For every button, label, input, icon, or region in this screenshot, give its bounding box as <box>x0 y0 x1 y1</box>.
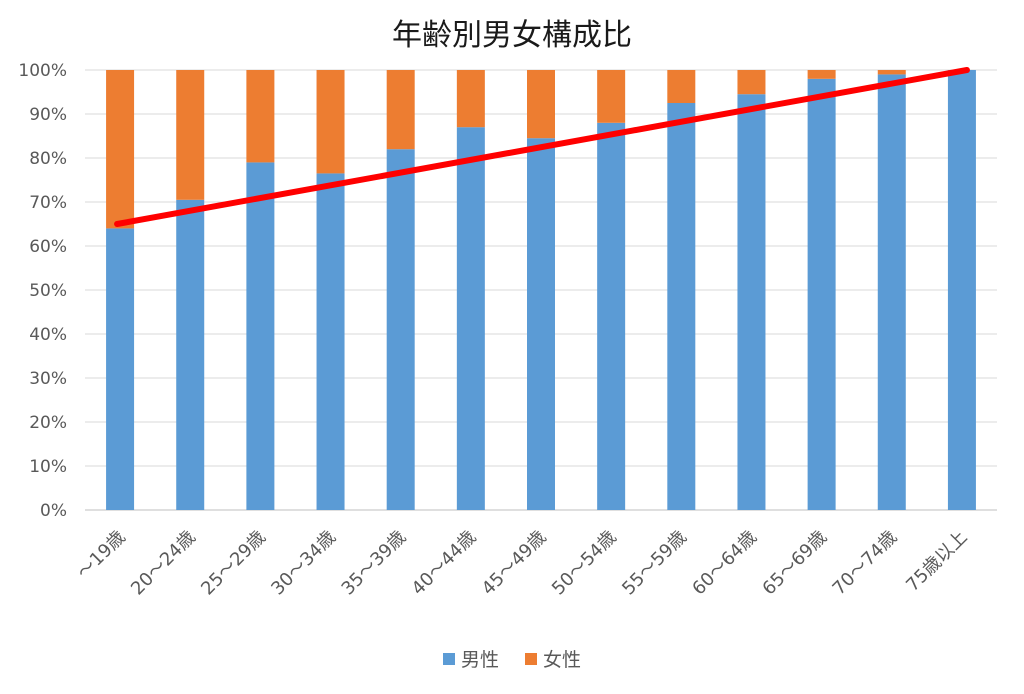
bar-female <box>246 70 275 163</box>
bar-female <box>667 70 696 103</box>
chart-title: 年齢別男女構成比 <box>392 18 632 53</box>
bar-male <box>807 78 836 511</box>
bar-female <box>877 70 906 75</box>
bar-male <box>106 228 135 510</box>
legend-swatch-female <box>525 652 538 665</box>
x-tick-label: 65～69歳 <box>758 527 831 600</box>
legend-swatch-male <box>442 652 455 665</box>
x-tick-label: 55～59歳 <box>618 527 691 600</box>
bar-female <box>106 70 135 229</box>
bar-male <box>386 149 415 510</box>
bar-male <box>947 70 976 510</box>
bar-male <box>877 74 906 511</box>
legend-label-female: 女性 <box>543 649 582 671</box>
bar-male <box>246 162 275 510</box>
y-tick-label: 70% <box>29 193 67 213</box>
trendline <box>114 67 970 227</box>
legend-item-male: 男性 <box>442 645 499 672</box>
y-tick-label: 0% <box>40 501 67 521</box>
y-tick-label: 50% <box>29 281 67 301</box>
bar-male <box>527 138 555 510</box>
x-tick-label: 35～39歳 <box>338 527 411 600</box>
x-tick-label: 75歳以上 <box>902 527 971 596</box>
x-tick-label: 50～54歳 <box>548 527 621 600</box>
bar-female <box>737 70 766 95</box>
x-tick-label: 70～74歳 <box>829 527 902 600</box>
y-tick-label: 20% <box>29 413 67 433</box>
y-tick-label: 10% <box>29 457 67 477</box>
legend-item-female: 女性 <box>525 645 581 672</box>
y-tick-label: 80% <box>29 149 67 169</box>
bar-female <box>316 70 345 174</box>
y-tick-label: 90% <box>29 105 67 125</box>
bar-male <box>737 94 766 510</box>
x-tick-label: 30～34歳 <box>267 527 340 600</box>
x-tick-label: 25～29歳 <box>197 527 270 600</box>
bar-male <box>597 122 626 511</box>
x-tick-label: 45～49歳 <box>478 527 551 600</box>
y-tick-label: 100% <box>18 61 67 81</box>
bar-male <box>456 127 485 510</box>
bar-female <box>386 70 415 150</box>
y-tick-label: 30% <box>29 369 67 389</box>
bar-female <box>597 70 626 123</box>
y-tick-label: 40% <box>29 325 67 345</box>
x-tick-label: 20～24歳 <box>127 527 200 600</box>
bar-female <box>807 70 836 79</box>
bar-female <box>527 70 555 139</box>
y-tick-label: 60% <box>29 237 67 257</box>
legend-label-male: 男性 <box>460 649 499 671</box>
bar-female <box>176 70 205 200</box>
bar-male <box>667 103 696 510</box>
x-tick-label: 60～64歳 <box>688 527 761 600</box>
bar-female <box>456 70 485 128</box>
bar-male <box>316 173 345 510</box>
x-tick-label: ～19歳 <box>73 527 130 584</box>
x-tick-label: 40～44歳 <box>408 527 481 600</box>
legend: 男性 女性 <box>0 645 1024 672</box>
bar-male <box>176 199 205 511</box>
